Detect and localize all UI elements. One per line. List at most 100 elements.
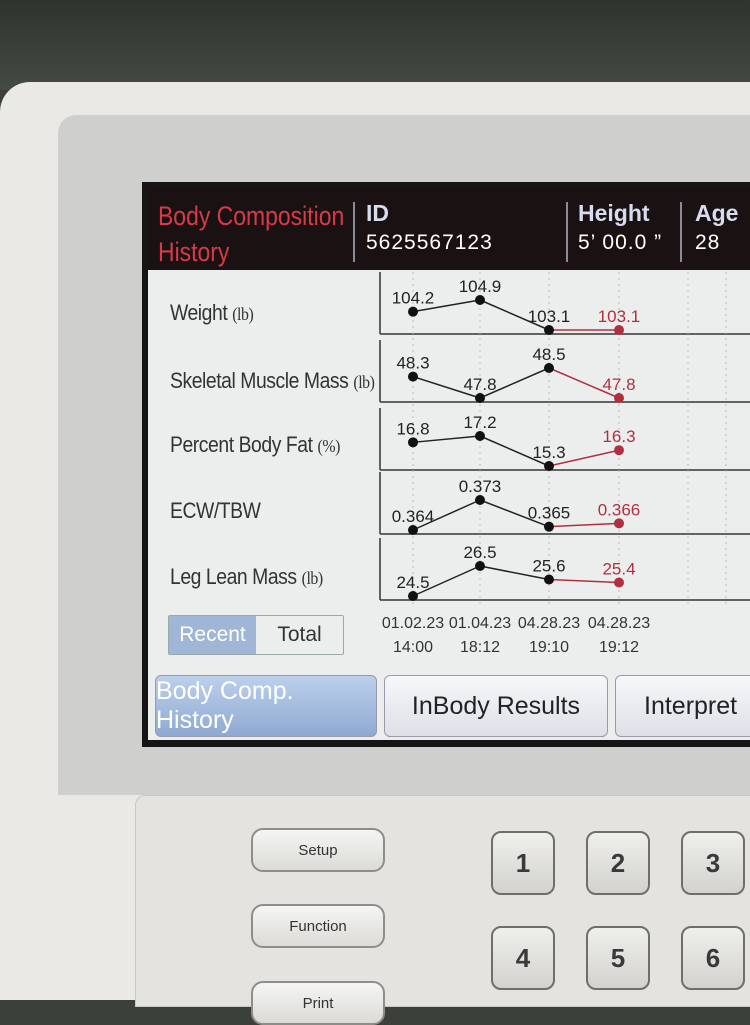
total-button[interactable]: Total (277, 623, 322, 646)
metric-name: ECW/TBW (170, 498, 261, 523)
metric-label: ECW/TBW (170, 498, 261, 524)
range-toggle[interactable]: Recent Total (168, 615, 344, 655)
time: 19:12 (598, 639, 640, 656)
data-label: 47.8 (463, 375, 496, 394)
data-label: 0.373 (459, 477, 502, 496)
data-point (408, 591, 418, 601)
display: Body Composition History ID 5625567123 Hei… (148, 188, 750, 740)
data-point (614, 518, 624, 529)
data-label: 0.366 (598, 500, 641, 519)
date-label: 01.04.23 18:12 (445, 612, 515, 660)
data-label: 103.1 (528, 307, 571, 326)
data-label: 0.365 (528, 504, 571, 523)
function-button[interactable]: Function (251, 904, 385, 948)
metric-unit: (%) (317, 436, 340, 456)
trend-segment (412, 375, 481, 399)
divider (680, 202, 682, 262)
data-point (475, 393, 485, 403)
metric-name: Leg Lean Mass (170, 564, 297, 589)
data-point (475, 561, 485, 571)
data-point (475, 495, 485, 505)
data-label: 47.8 (602, 375, 635, 394)
metric-unit: (lb) (301, 568, 324, 588)
trend-segment (412, 299, 481, 313)
title-line2: History (158, 237, 230, 267)
data-label: 16.8 (396, 419, 429, 438)
setup-button[interactable]: Setup (251, 828, 385, 872)
title-line1: Body Composition (158, 201, 345, 231)
metric-unit: (lb) (353, 372, 375, 392)
data-label: 25.4 (602, 560, 635, 579)
trend-segment (479, 367, 550, 399)
data-point (544, 363, 554, 373)
trend-segment (548, 449, 620, 467)
date-label: 01.02.23 14:00 (378, 612, 448, 660)
data-point (408, 525, 418, 535)
recent-button[interactable]: Recent (169, 616, 256, 654)
key-2[interactable]: 2 (586, 831, 650, 895)
date: 04.28.23 (517, 615, 581, 632)
data-point (544, 574, 554, 585)
divider (353, 202, 355, 262)
key-6[interactable]: 6 (681, 926, 745, 990)
tab-body-comp-history[interactable]: Body Comp. History (155, 675, 377, 737)
date: 04.28.23 (587, 615, 651, 632)
metric-row: Percent Body Fat (%) (148, 408, 750, 474)
metric-unit: (lb) (232, 304, 254, 324)
trend-segment (479, 499, 550, 528)
trend-segment (412, 565, 481, 597)
date: 01.04.23 (448, 615, 512, 632)
data-label: 25.6 (532, 557, 565, 576)
data-label: 103.1 (598, 307, 641, 326)
age-label: Age (695, 200, 739, 226)
data-point (408, 437, 418, 448)
trend-segment (479, 565, 550, 581)
date-label: 04.28.23 19:10 (514, 612, 584, 660)
data-label: 104.9 (459, 277, 502, 296)
data-point (408, 306, 418, 317)
age-value: 28 (695, 231, 721, 254)
time: 19:10 (528, 639, 570, 656)
trend-segment (548, 367, 620, 399)
background-wall (0, 0, 750, 90)
data-point (408, 371, 418, 382)
date-label: 04.28.23 19:12 (584, 612, 654, 660)
data-point (544, 521, 554, 532)
data-label: 17.2 (463, 413, 496, 432)
key-1[interactable]: 1 (491, 831, 555, 895)
trend-segment (548, 522, 620, 528)
metric-label: Percent Body Fat (%) (170, 432, 340, 458)
key-3[interactable]: 3 (681, 831, 745, 895)
metric-label: Weight (lb) (170, 300, 254, 326)
header-bar: Body Composition History ID 5625567123 Hei… (148, 188, 750, 270)
print-button[interactable]: Print (251, 981, 385, 1025)
data-label: 48.3 (396, 354, 429, 373)
data-point (475, 431, 485, 441)
data-label: 104.2 (392, 289, 435, 308)
height-field: Height 5’ 00.0 ” (578, 200, 662, 255)
metric-row: Skeletal Muscle Mass (lb) (148, 340, 750, 406)
data-point (544, 325, 554, 335)
data-label: 48.5 (532, 345, 565, 364)
metric-name: Percent Body Fat (170, 432, 313, 457)
data-label: 16.3 (602, 427, 635, 446)
history-chart: 104.2 104.9 103.1 103.1 48.3 47.8 48.5 47.8 16.8… (379, 272, 750, 608)
data-point (544, 461, 554, 471)
data-label: 24.5 (396, 573, 429, 592)
key-4[interactable]: 4 (491, 926, 555, 990)
tab-interpretation[interactable]: Interpret (615, 675, 750, 737)
key-5[interactable]: 5 (586, 926, 650, 990)
time: 18:12 (459, 639, 501, 656)
trend-segment (412, 499, 481, 531)
data-point (614, 393, 624, 403)
trend-segment (479, 435, 550, 467)
data-label: 0.364 (392, 507, 435, 526)
page-title: Body Composition History (158, 198, 344, 270)
tab-inbody-results[interactable]: InBody Results (384, 675, 608, 737)
data-point (614, 325, 624, 335)
metric-label: Skeletal Muscle Mass (lb) (170, 368, 375, 394)
metric-name: Weight (170, 300, 228, 325)
divider (566, 202, 568, 262)
metric-row: Leg Lean Mass (lb) (148, 538, 750, 604)
